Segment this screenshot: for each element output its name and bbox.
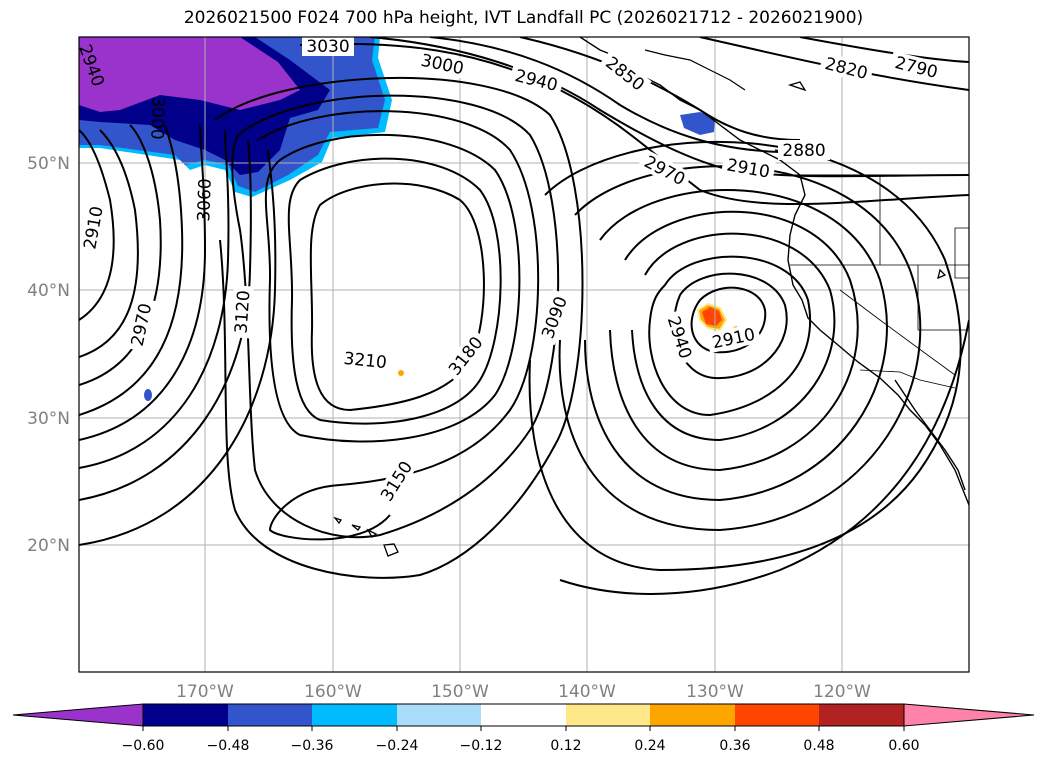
colorbar-segment — [228, 704, 312, 726]
lon-label-130w: 130°W — [686, 682, 744, 702]
colorbar-segment — [481, 704, 566, 726]
contour-label-bg — [302, 36, 354, 56]
contour-label-bg — [508, 64, 565, 97]
contour-label-bg — [230, 285, 254, 339]
lon-label-170w: 170°W — [176, 682, 234, 702]
contour-label-bg — [778, 140, 830, 160]
contour-label: 3030 — [306, 37, 349, 57]
ivt-shading-coastal — [680, 112, 715, 135]
figure-title: 2026021500 F024 700 hPa height, IVT Land… — [183, 8, 864, 28]
colorbar-outline — [142, 703, 905, 727]
colorbar-tick-label: −0.36 — [291, 738, 334, 754]
ivt-shading-small — [144, 389, 152, 401]
contour-label-bg — [598, 49, 652, 98]
latitude-labels: 50°N 40°N 30°N 20°N — [27, 154, 70, 556]
ivt-positive-dot — [398, 370, 404, 376]
colorbar-segment — [566, 704, 650, 726]
lon-label-140w: 140°W — [558, 682, 616, 702]
lon-label-120w: 120°W — [813, 682, 871, 702]
contour-label: 2880 — [782, 141, 825, 161]
contour-label-bg — [374, 453, 419, 509]
lon-label-160w: 160°W — [304, 682, 362, 702]
lat-label-20n: 20°N — [27, 536, 70, 556]
contour-label-bg — [414, 48, 470, 80]
colorbar: −0.60 −0.48 −0.36 −0.24 −0.12 0.12 0.24 … — [12, 703, 1035, 754]
height-contours — [79, 37, 969, 595]
colorbar-tick-label: −0.48 — [207, 738, 250, 754]
colorbar-tick-label: 0.36 — [719, 738, 750, 754]
contour-label-bg — [706, 322, 762, 354]
islands — [333, 81, 947, 557]
map-content — [79, 37, 969, 672]
contour-label-bg — [721, 153, 776, 183]
contour-label-bg — [637, 149, 693, 192]
contour-label-bg — [535, 289, 573, 346]
contour-label-bg — [818, 52, 875, 85]
contour-label: 3210 — [343, 349, 388, 373]
colorbar-tick-label: 0.60 — [888, 738, 919, 754]
contour-label-bg — [441, 329, 490, 383]
colorbar-tick-label: −0.12 — [460, 738, 503, 754]
colorbar-segment — [143, 704, 228, 726]
contour-label: 3060 — [194, 178, 215, 222]
contour-label-bg — [888, 51, 945, 84]
ivt-positive-core — [702, 307, 722, 326]
contour-label: 3120 — [232, 290, 255, 335]
colorbar-tick-label: −0.24 — [376, 738, 419, 754]
lat-label-40n: 40°N — [27, 281, 70, 301]
contour-label-bg — [662, 309, 698, 366]
contour-label-bg — [78, 200, 108, 255]
colorbar-segment — [397, 704, 481, 726]
colorbar-tick-label: 0.24 — [634, 738, 665, 754]
contour-label-bg — [125, 297, 157, 353]
colorbar-tick-marks — [142, 726, 905, 731]
lat-label-50n: 50°N — [27, 154, 70, 174]
colorbar-segment — [650, 704, 735, 726]
ivt-shading-purple — [79, 37, 300, 112]
contour-label-bg — [338, 347, 393, 373]
colorbar-tick-label: −0.60 — [122, 738, 165, 754]
lat-label-30n: 30°N — [27, 409, 70, 429]
longitude-labels: 170°W 160°W 150°W 140°W 130°W 120°W — [176, 682, 871, 702]
colorbar-right-extension — [903, 703, 1035, 727]
colorbar-segment — [312, 704, 397, 726]
lon-label-150w: 150°W — [431, 682, 489, 702]
colorbar-segment — [819, 704, 904, 726]
colorbar-tick-label: 0.48 — [803, 738, 834, 754]
colorbar-tick-label: 0.12 — [550, 738, 581, 754]
colorbar-left-extension — [12, 703, 144, 727]
colorbar-segment — [735, 704, 819, 726]
map-frame — [78, 36, 970, 673]
coastlines — [579, 37, 969, 506]
contour-label: 3000 — [146, 96, 167, 140]
